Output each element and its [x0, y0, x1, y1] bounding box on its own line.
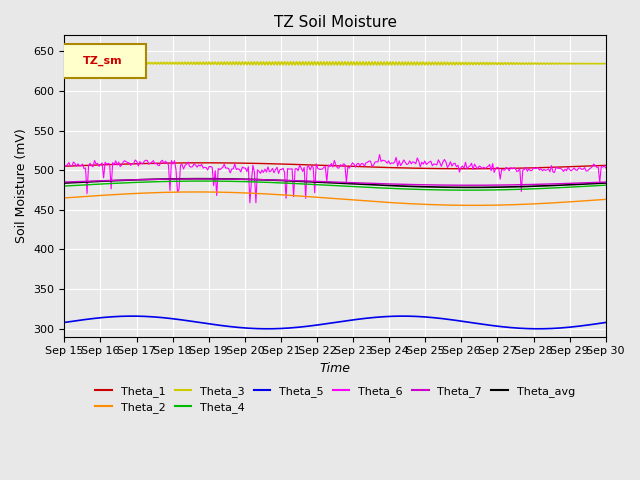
Y-axis label: Soil Moisture (mV): Soil Moisture (mV) [15, 129, 28, 243]
Theta_4 [251, 179, 259, 185]
Theta_6 [376, 152, 383, 157]
Theta_4 [127, 180, 134, 185]
Theta_avg [223, 176, 231, 182]
Theta_4 [602, 182, 609, 188]
Theta_2 [602, 196, 609, 202]
Theta_3 [298, 62, 305, 68]
Theta_avg [466, 184, 474, 190]
Theta_4 [198, 178, 205, 184]
Theta_4 [241, 179, 249, 184]
Theta_5 [575, 324, 582, 329]
Theta_2 [251, 191, 259, 196]
Theta_5 [602, 320, 609, 325]
Theta_7 [575, 180, 582, 186]
Theta_7 [251, 177, 259, 182]
Theta_3 [240, 62, 248, 68]
Theta_6 [246, 200, 253, 205]
Theta_3 [127, 60, 134, 65]
Theta_1 [61, 163, 68, 169]
Theta_4 [575, 184, 582, 190]
Text: TZ_sm: TZ_sm [83, 56, 122, 66]
Theta_7 [299, 178, 307, 184]
Line: Theta_1: Theta_1 [65, 163, 605, 169]
Theta_6 [575, 165, 582, 171]
Theta_avg [127, 177, 134, 183]
Theta_5 [534, 326, 541, 332]
Theta_4 [465, 187, 472, 193]
Line: Theta_5: Theta_5 [65, 316, 605, 329]
Theta_2 [575, 198, 582, 204]
Theta_avg [575, 181, 582, 187]
Theta_2 [193, 189, 201, 195]
Theta_7 [602, 179, 609, 185]
Line: Theta_avg: Theta_avg [65, 179, 605, 187]
Theta_1 [127, 161, 134, 167]
Theta_avg [196, 176, 204, 181]
Theta_6 [222, 165, 230, 171]
Theta_7 [466, 182, 474, 188]
Theta_1 [199, 160, 207, 166]
Theta_5 [127, 313, 134, 319]
Theta_6 [61, 162, 68, 168]
Theta_1 [463, 166, 471, 172]
Theta_1 [602, 162, 609, 168]
Theta_7 [127, 177, 134, 183]
Theta_avg [61, 180, 68, 186]
Theta_avg [602, 180, 609, 186]
Theta_3 [575, 61, 582, 67]
Theta_avg [251, 177, 259, 182]
Theta_6 [240, 165, 248, 171]
Theta_4 [299, 181, 307, 187]
Theta_1 [241, 160, 249, 166]
Theta_3 [311, 59, 319, 65]
Theta_6 [127, 163, 134, 168]
Theta_7 [196, 176, 204, 182]
Title: TZ Soil Moisture: TZ Soil Moisture [273, 15, 397, 30]
Theta_5 [299, 324, 307, 330]
Theta_4 [61, 183, 68, 189]
Theta_2 [223, 190, 231, 195]
Theta_6 [299, 168, 307, 174]
Theta_3 [222, 61, 230, 67]
Theta_2 [299, 193, 307, 199]
Line: Theta_3: Theta_3 [65, 62, 605, 65]
Theta_5 [251, 325, 259, 331]
Theta_avg [299, 179, 307, 184]
Theta_2 [469, 203, 477, 208]
Theta_3 [351, 62, 359, 68]
X-axis label: Time: Time [319, 362, 351, 375]
Theta_1 [299, 162, 307, 168]
Theta_3 [61, 60, 68, 66]
Theta_1 [223, 160, 231, 166]
Theta_3 [602, 61, 609, 67]
Theta_7 [241, 177, 249, 182]
Theta_2 [61, 195, 68, 201]
Theta_avg [241, 176, 249, 182]
Theta_5 [129, 313, 136, 319]
Theta_1 [251, 160, 259, 166]
Theta_7 [61, 179, 68, 185]
Line: Theta_2: Theta_2 [65, 192, 605, 205]
Line: Theta_6: Theta_6 [65, 155, 605, 203]
Theta_2 [127, 191, 134, 197]
Theta_7 [223, 176, 231, 182]
Theta_5 [241, 325, 249, 331]
Legend: Theta_1, Theta_2, Theta_3, Theta_4, Theta_5, Theta_6, Theta_7, Theta_avg: Theta_1, Theta_2, Theta_3, Theta_4, Thet… [91, 382, 579, 418]
Theta_5 [223, 324, 231, 329]
Theta_2 [241, 190, 249, 196]
Theta_6 [602, 165, 609, 171]
FancyBboxPatch shape [59, 44, 146, 78]
Theta_3 [249, 62, 257, 68]
Theta_1 [575, 164, 582, 169]
Theta_6 [251, 169, 259, 175]
Theta_5 [61, 320, 68, 325]
Line: Theta_4: Theta_4 [65, 181, 605, 190]
Line: Theta_7: Theta_7 [65, 179, 605, 185]
Theta_4 [223, 179, 231, 184]
